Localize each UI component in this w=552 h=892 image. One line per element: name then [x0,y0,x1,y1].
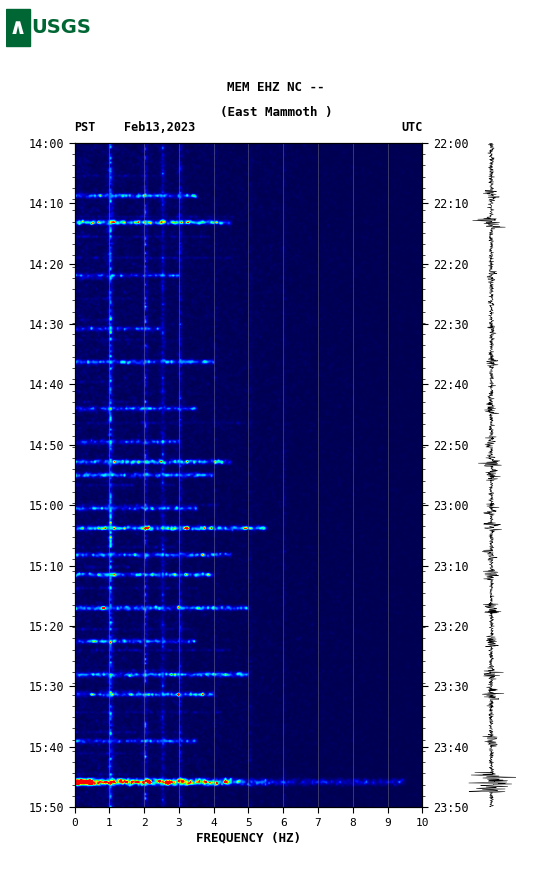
Text: ∧: ∧ [9,18,27,37]
Text: PST: PST [75,120,96,134]
X-axis label: FREQUENCY (HZ): FREQUENCY (HZ) [196,832,301,845]
Text: MEM EHZ NC --: MEM EHZ NC -- [227,80,325,94]
Text: (East Mammoth ): (East Mammoth ) [220,105,332,119]
Bar [6,10,30,45]
Text: Feb13,2023: Feb13,2023 [124,120,195,134]
Text: USGS: USGS [31,18,92,37]
Text: UTC: UTC [401,120,422,134]
